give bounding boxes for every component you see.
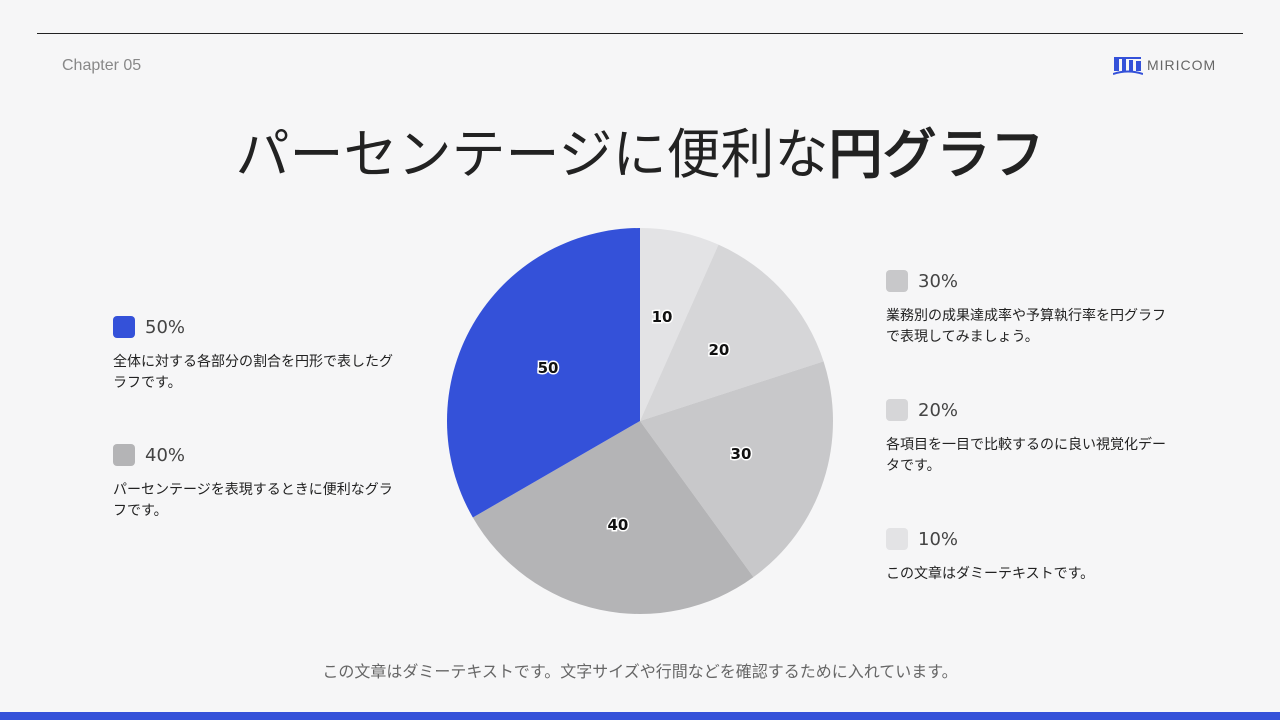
logo-text: MIRICOM	[1147, 57, 1217, 73]
pie-slice-50	[446, 228, 640, 518]
pie-label-30: 30	[731, 445, 752, 463]
legend-pct: 50%	[145, 316, 186, 338]
logo-icon	[1113, 57, 1143, 75]
legend-item-30: 30% 業務別の成果達成率や予算執行率を円グラフで表現してみましょう。	[886, 270, 1176, 348]
chapter-label: Chapter 05	[62, 57, 142, 74]
pie-slice-20	[640, 244, 824, 421]
legend-swatch	[113, 444, 135, 466]
legend-pct: 20%	[918, 399, 959, 421]
pie-label-50: 50	[538, 359, 559, 377]
pie-label-40: 40	[607, 516, 628, 534]
legend-item-40: 40% パーセンテージを表現するときに便利なグラフです。	[113, 444, 403, 522]
legend-pct: 30%	[918, 270, 959, 292]
legend-pct: 10%	[918, 528, 959, 550]
title-bold: 円グラフ	[828, 123, 1045, 186]
legend-swatch	[886, 528, 908, 550]
legend-item-50: 50% 全体に対する各部分の割合を円形で表したグラフです。	[113, 316, 403, 394]
legend-swatch	[886, 270, 908, 292]
footer-text: この文章はダミーテキストです。文字サイズや行間などを確認するために入れています。	[322, 662, 958, 681]
logo: MIRICOM	[1113, 55, 1216, 75]
legend-swatch	[886, 399, 908, 421]
legend-desc: 各項目を一目で比較するのに良い視覚化データです。	[886, 437, 1166, 474]
pie-slice-40	[472, 421, 754, 614]
title-normal: パーセンテージに便利な	[235, 123, 829, 186]
legend-item-20: 20% 各項目を一目で比較するのに良い視覚化データです。	[886, 399, 1176, 477]
pie-label-20: 20	[708, 341, 729, 359]
bottom-bar	[0, 712, 1280, 720]
legend-item-10: 10% この文章はダミーテキストです。	[886, 528, 1176, 585]
legend-desc: この文章はダミーテキストです。	[886, 566, 1095, 582]
page-title: パーセンテージに便利な円グラフ	[0, 110, 1280, 189]
legend-pct: 40%	[145, 444, 186, 466]
top-divider	[37, 33, 1243, 34]
legend-desc: パーセンテージを表現するときに便利なグラフです。	[113, 482, 393, 519]
pie-slice-30	[640, 361, 833, 578]
legend-swatch	[113, 316, 135, 338]
legend-desc: 業務別の成果達成率や予算執行率を円グラフで表現してみましょう。	[886, 308, 1166, 345]
pie-slice-10	[640, 228, 719, 421]
legend-desc: 全体に対する各部分の割合を円形で表したグラフです。	[113, 354, 393, 391]
pie-label-10: 10	[652, 308, 673, 326]
